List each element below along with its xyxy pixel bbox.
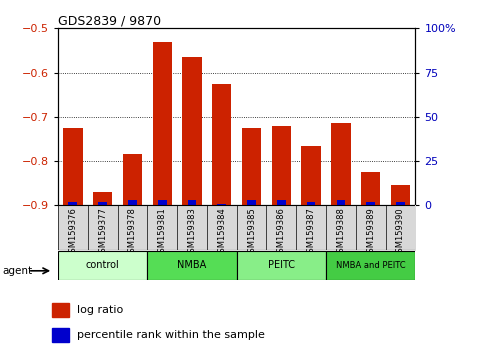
Bar <box>391 185 410 205</box>
Text: GSM159389: GSM159389 <box>366 207 375 258</box>
Text: percentile rank within the sample: percentile rank within the sample <box>77 330 265 340</box>
Bar <box>98 202 107 205</box>
Text: PEITC: PEITC <box>268 260 295 270</box>
Text: GDS2839 / 9870: GDS2839 / 9870 <box>58 14 161 27</box>
Bar <box>182 57 202 205</box>
Bar <box>366 202 375 205</box>
Bar <box>212 84 231 205</box>
Bar <box>247 200 256 205</box>
Bar <box>277 200 286 205</box>
Bar <box>326 251 415 280</box>
Bar <box>123 154 142 205</box>
Bar <box>58 251 147 280</box>
Bar <box>301 145 321 205</box>
Bar <box>331 124 351 205</box>
Bar <box>337 200 345 205</box>
Bar <box>63 128 83 205</box>
Text: GSM159390: GSM159390 <box>396 207 405 258</box>
Text: log ratio: log ratio <box>77 305 123 315</box>
Bar <box>396 202 405 205</box>
Bar <box>271 126 291 205</box>
Text: GSM159377: GSM159377 <box>98 207 107 258</box>
Text: GSM159386: GSM159386 <box>277 207 286 258</box>
Bar <box>217 204 226 205</box>
Bar <box>69 202 77 205</box>
Text: control: control <box>86 260 119 270</box>
Text: GSM159383: GSM159383 <box>187 207 197 258</box>
Text: GSM159387: GSM159387 <box>307 207 315 258</box>
Text: GSM159385: GSM159385 <box>247 207 256 258</box>
Bar <box>187 200 197 205</box>
Text: agent: agent <box>2 266 32 276</box>
Text: GSM159388: GSM159388 <box>337 207 345 258</box>
Bar <box>147 251 237 280</box>
Text: GSM159384: GSM159384 <box>217 207 226 258</box>
Bar <box>153 42 172 205</box>
Text: GSM159378: GSM159378 <box>128 207 137 258</box>
Text: GSM159376: GSM159376 <box>69 207 77 258</box>
Bar <box>53 303 69 317</box>
Bar <box>307 202 315 205</box>
Text: NMBA and PEITC: NMBA and PEITC <box>336 261 406 270</box>
Bar <box>242 128 261 205</box>
Bar <box>158 200 167 205</box>
Bar <box>237 251 326 280</box>
Text: GSM159381: GSM159381 <box>158 207 167 258</box>
Bar <box>93 192 113 205</box>
Bar <box>361 172 381 205</box>
Bar <box>53 328 69 342</box>
Text: NMBA: NMBA <box>177 260 207 270</box>
Bar <box>128 200 137 205</box>
